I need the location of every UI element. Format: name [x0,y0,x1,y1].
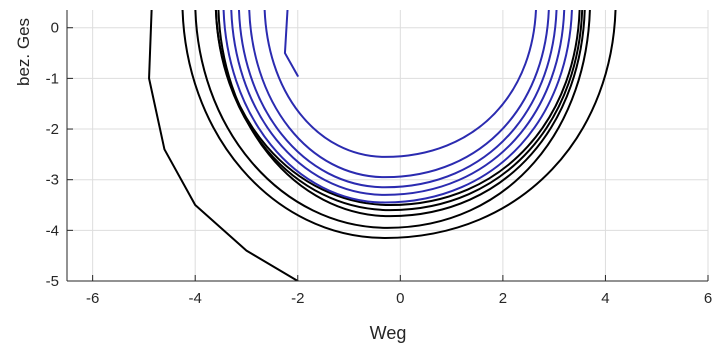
x-axis-label: Weg [370,323,407,343]
series-0-line [148,10,299,281]
series-2-loop-1 [230,10,566,196]
tick-labels: -6 -4 -2 0 2 4 6 0 -1 -2 -3 -4 -5 [46,20,713,307]
series-2-loop-4 [263,10,537,158]
series-1-loop-1 [194,10,591,229]
x-tick-label-0: -6 [86,290,99,307]
grid-lines [67,10,709,282]
series-2-inner-end [283,10,299,77]
y-tick-label-4: -4 [46,222,59,239]
series-1-loop-4 [215,10,581,207]
y-tick-label-0: 0 [51,20,59,37]
series-1-loop-0 [181,10,617,239]
series-2-loop-0 [222,10,573,204]
y-tick-label-5: -5 [46,273,59,290]
axes [66,10,709,282]
y-tick-label-1: -1 [46,70,59,87]
x-tick-label-1: -4 [189,290,202,307]
series-2-loop-3 [248,10,550,179]
y-tick-label-3: -3 [46,172,59,189]
y-tick-label-2: -2 [46,121,59,138]
series-layer [148,10,617,281]
x-tick-label-2: -2 [291,290,304,307]
x-tick-label-3: 0 [396,290,404,307]
x-tick-label-5: 4 [601,290,609,307]
x-tick-label-6: 6 [704,290,712,307]
x-tick-label-4: 2 [499,290,507,307]
series-2-loop-2 [238,10,558,189]
y-axis-label: bez. Ges [14,18,33,86]
